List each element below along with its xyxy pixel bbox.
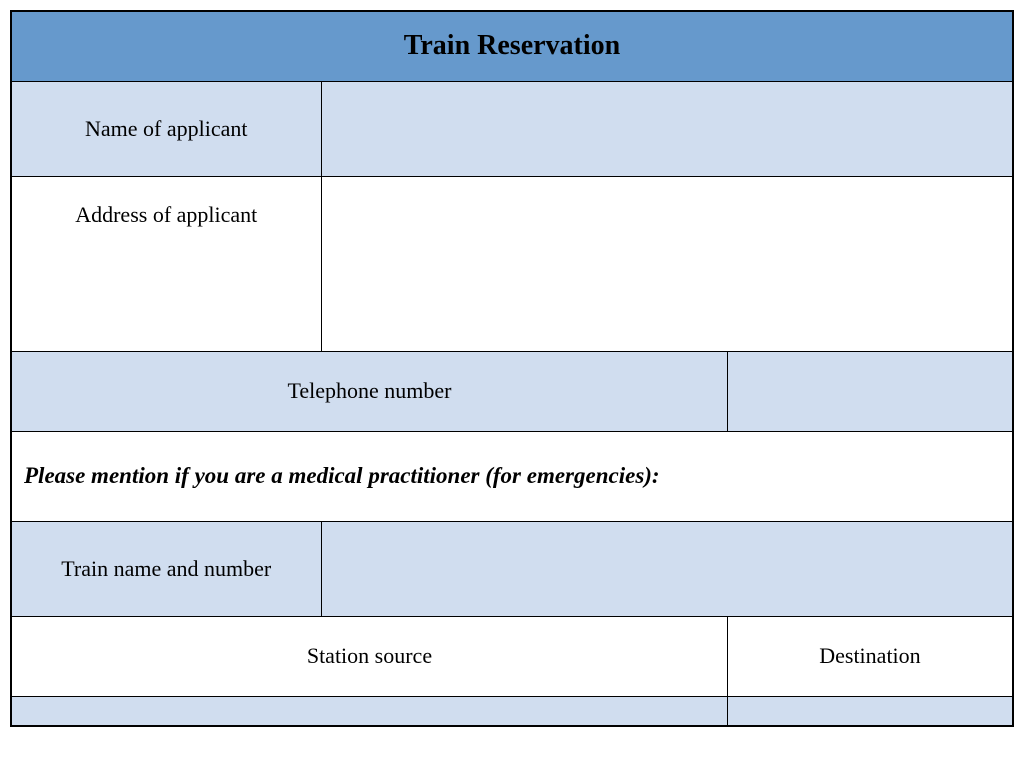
station-source-label: Station source <box>11 616 727 696</box>
header-row: Train Reservation <box>11 11 1013 81</box>
bottom-partial-row <box>11 696 1013 726</box>
address-value-cell[interactable] <box>321 176 1013 351</box>
address-row: Address of applicant <box>11 176 1013 351</box>
destination-label: Destination <box>727 616 1013 696</box>
bottom-right-cell <box>727 696 1013 726</box>
telephone-row: Telephone number <box>11 351 1013 431</box>
telephone-value-cell[interactable] <box>727 351 1013 431</box>
train-row: Train name and number <box>11 521 1013 616</box>
train-value-cell[interactable] <box>321 521 1013 616</box>
name-row: Name of applicant <box>11 81 1013 176</box>
form-title: Train Reservation <box>11 11 1013 81</box>
address-label: Address of applicant <box>11 176 321 351</box>
name-label: Name of applicant <box>11 81 321 176</box>
instruction-row: Please mention if you are a medical prac… <box>11 431 1013 521</box>
train-label: Train name and number <box>11 521 321 616</box>
station-row: Station source Destination <box>11 616 1013 696</box>
bottom-left-cell <box>11 696 727 726</box>
instruction-text: Please mention if you are a medical prac… <box>11 431 1013 521</box>
reservation-form-table: Train Reservation Name of applicant Addr… <box>10 10 1014 727</box>
name-value-cell[interactable] <box>321 81 1013 176</box>
telephone-label: Telephone number <box>11 351 727 431</box>
